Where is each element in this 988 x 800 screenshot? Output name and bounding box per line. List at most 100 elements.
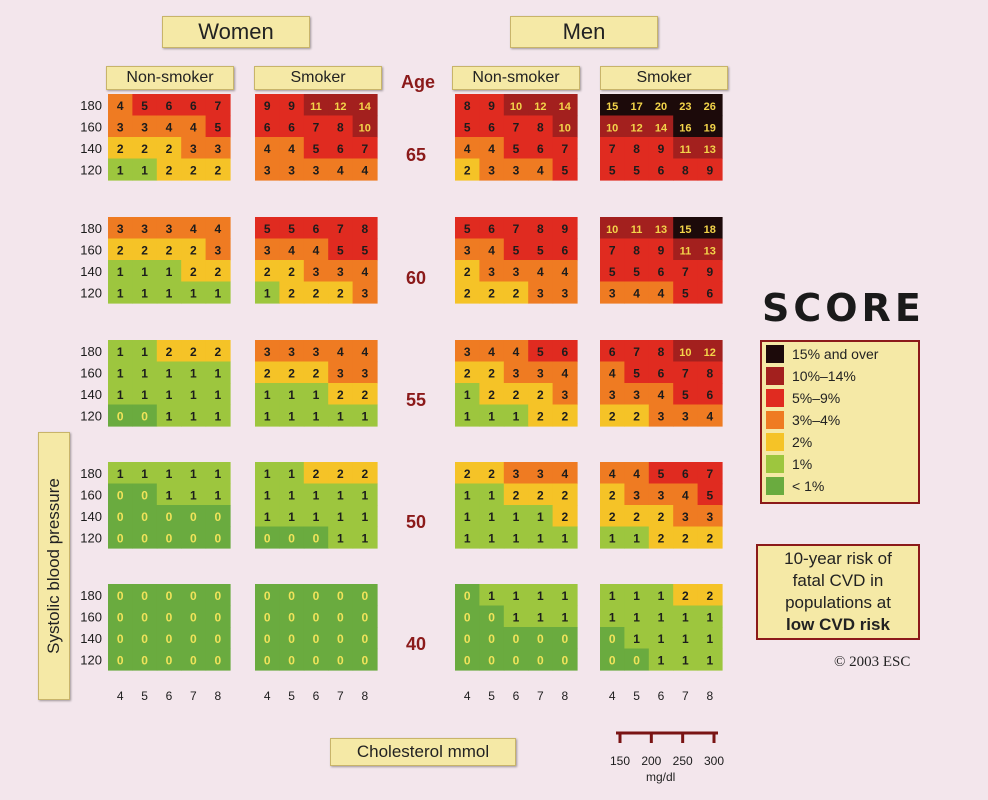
heat-cell <box>648 584 674 607</box>
heat-cell <box>132 605 158 628</box>
cell-value-label: 2 <box>337 388 344 402</box>
heat-cell <box>624 137 650 160</box>
heat-cell <box>108 404 133 427</box>
heat-cell <box>205 115 231 138</box>
cell-value-label: 10 <box>510 101 522 113</box>
heat-cell <box>156 361 182 384</box>
cell-value-label: 1 <box>264 409 271 423</box>
cell-value-label: 2 <box>337 286 344 300</box>
heat-cell <box>303 94 329 117</box>
cell-value-label: 1 <box>288 467 295 481</box>
cholesterol-tick-label: 7 <box>190 689 197 703</box>
cell-value-label: 0 <box>537 653 544 667</box>
cell-value-label: 12 <box>630 122 642 134</box>
cell-value-label: 1 <box>537 589 544 603</box>
heat-cell <box>352 648 378 671</box>
heat-cell <box>132 260 158 283</box>
heat-cell <box>132 505 158 528</box>
sbp-tick-label: 120 <box>80 162 102 177</box>
cell-value-label: 1 <box>633 589 640 603</box>
cell-value-label: 3 <box>288 163 295 177</box>
legend-item: 10%–14% <box>766 366 856 386</box>
sbp-tick-label: 160 <box>80 609 102 624</box>
cell-value-label: 0 <box>464 610 471 624</box>
cell-value-label: 1 <box>313 409 320 423</box>
heat-cell <box>205 627 231 650</box>
heat-cell <box>156 260 182 283</box>
heat-cell <box>303 281 329 304</box>
cell-value-label: 1 <box>141 366 148 380</box>
heat-cell <box>528 404 554 427</box>
cell-value-label: 0 <box>141 409 148 423</box>
cell-value-label: 0 <box>537 632 544 646</box>
cell-value-label: 13 <box>655 224 667 236</box>
cell-value-label: 1 <box>166 388 173 402</box>
cell-value-label: 1 <box>288 388 295 402</box>
cell-value-label: 0 <box>214 632 221 646</box>
heat-cell <box>600 158 625 181</box>
heat-cell <box>279 94 305 117</box>
cell-value-label: 3 <box>609 286 616 300</box>
heat-cell <box>108 217 133 240</box>
cell-value-label: 3 <box>682 409 689 423</box>
cell-value-label: 1 <box>214 286 221 300</box>
cell-value-label: 4 <box>658 286 665 300</box>
cell-value-label: 0 <box>361 589 368 603</box>
heat-cell <box>328 238 354 261</box>
heat-cell <box>279 137 305 160</box>
cell-value-label: 3 <box>488 265 495 279</box>
sbp-tick-label: 160 <box>80 487 102 502</box>
cell-value-label: 4 <box>537 265 544 279</box>
heat-cell <box>255 383 280 406</box>
cell-value-label: 0 <box>190 510 197 524</box>
cell-value-label: 4 <box>361 345 368 359</box>
cell-value-label: 0 <box>190 610 197 624</box>
heat-cell <box>455 584 480 607</box>
heat-cell <box>108 238 133 261</box>
cell-value-label: 19 <box>704 122 716 134</box>
cell-value-label: 4 <box>488 345 495 359</box>
cell-value-label: 6 <box>706 286 713 300</box>
cell-value-label: 0 <box>117 531 124 545</box>
heat-cell <box>108 483 133 506</box>
heat-cell <box>648 526 674 549</box>
heat-cell <box>132 238 158 261</box>
heat-cell <box>455 462 480 485</box>
cell-value-label: 1 <box>288 510 295 524</box>
cell-value-label: 1 <box>488 409 495 423</box>
heat-cell <box>673 605 699 628</box>
heat-cell <box>648 361 674 384</box>
cell-value-label: 2 <box>288 366 295 380</box>
cell-value-label: 7 <box>682 366 689 380</box>
heat-cell <box>673 94 699 117</box>
heat-cell <box>600 281 625 304</box>
cell-value-label: 0 <box>337 610 344 624</box>
cell-value-label: 4 <box>361 265 368 279</box>
heat-cell <box>108 340 133 363</box>
cell-value-label: 3 <box>488 163 495 177</box>
women-smoker-header: Smoker <box>254 66 382 90</box>
cell-value-label: 1 <box>682 632 689 646</box>
cell-value-label: 0 <box>141 610 148 624</box>
score-logo: SCORE <box>762 286 925 330</box>
cell-value-label: 4 <box>313 243 320 257</box>
cell-value-label: 0 <box>117 409 124 423</box>
cell-value-label: 8 <box>658 345 665 359</box>
cell-value-label: 10 <box>679 347 691 359</box>
cell-value-label: 2 <box>537 409 544 423</box>
heat-cell <box>181 483 207 506</box>
cell-value-label: 14 <box>655 122 668 134</box>
heat-cell <box>503 94 529 117</box>
cell-value-label: 2 <box>166 142 173 156</box>
heat-cell <box>156 462 182 485</box>
cell-value-label: 3 <box>214 243 221 257</box>
cell-value-label: 0 <box>166 589 173 603</box>
cholesterol-tick-label: 6 <box>513 689 520 703</box>
heat-cell <box>600 483 625 506</box>
heat-cell <box>132 94 158 117</box>
heat-cell <box>624 404 650 427</box>
heat-cell <box>455 605 480 628</box>
age-header: Age <box>400 72 435 92</box>
cell-value-label: 8 <box>537 120 544 134</box>
cell-value-label: 10 <box>606 122 618 134</box>
